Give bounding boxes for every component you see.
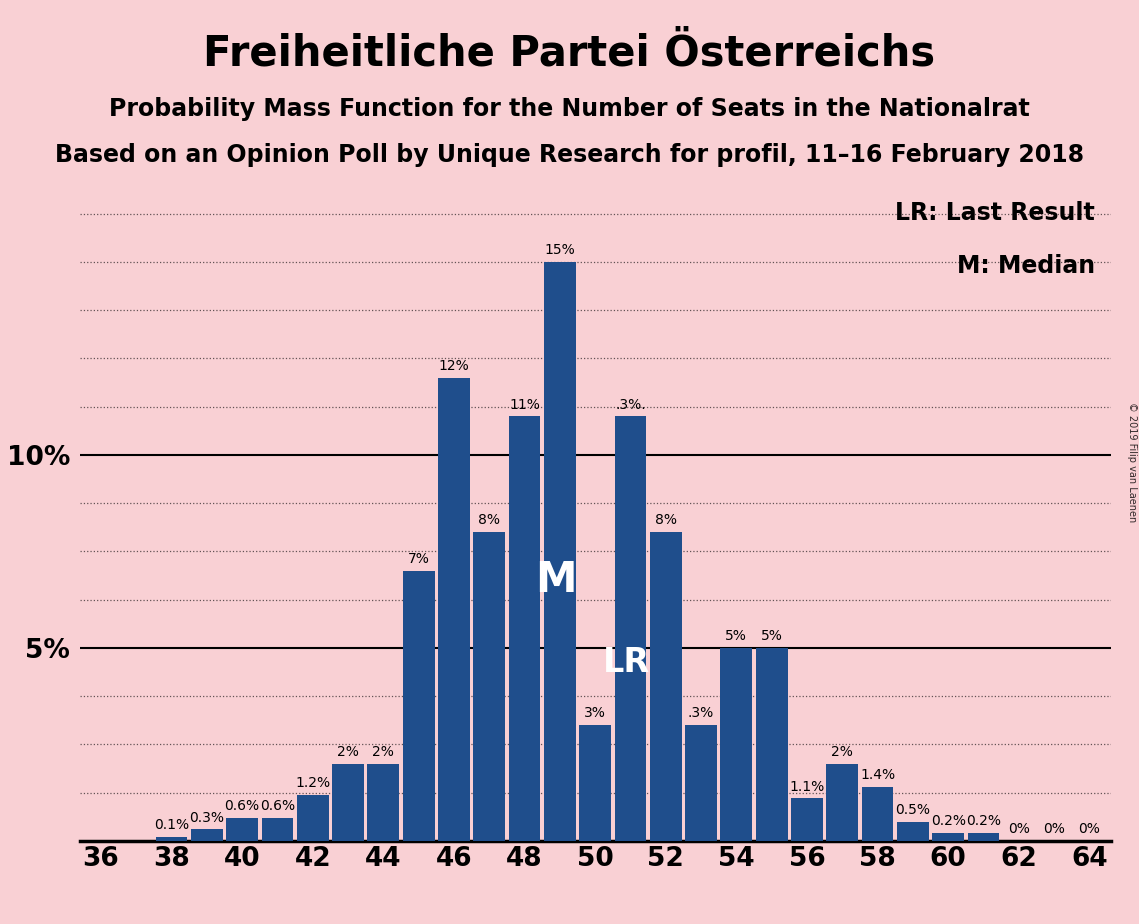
Text: M: Median: M: Median: [957, 254, 1095, 278]
Bar: [861, 787, 893, 841]
Bar: [967, 833, 999, 841]
Text: © 2019 Filip van Laenen: © 2019 Filip van Laenen: [1126, 402, 1137, 522]
Text: 12%: 12%: [439, 359, 469, 373]
Text: 5%: 5%: [761, 629, 782, 643]
Text: 3%: 3%: [584, 707, 606, 721]
Text: 2%: 2%: [337, 745, 359, 759]
Text: 11%: 11%: [509, 397, 540, 412]
Text: 2%: 2%: [372, 745, 394, 759]
Text: 0%: 0%: [1079, 822, 1100, 836]
Text: Probability Mass Function for the Number of Seats in the Nationalrat: Probability Mass Function for the Number…: [109, 97, 1030, 121]
Text: 0.2%: 0.2%: [931, 814, 966, 829]
Bar: [721, 648, 752, 841]
Text: 1.4%: 1.4%: [860, 768, 895, 783]
Text: Freiheitliche Partei Österreichs: Freiheitliche Partei Österreichs: [204, 32, 935, 74]
Text: 0.2%: 0.2%: [966, 814, 1001, 829]
Text: M: M: [535, 559, 577, 602]
Text: .3%.: .3%.: [615, 397, 646, 412]
Bar: [792, 798, 822, 841]
Text: .3%: .3%: [688, 707, 714, 721]
Text: 2%: 2%: [831, 745, 853, 759]
Bar: [896, 821, 928, 841]
Text: Based on an Opinion Poll by Unique Research for profil, 11–16 February 2018: Based on an Opinion Poll by Unique Resea…: [55, 143, 1084, 167]
Text: 1.1%: 1.1%: [789, 780, 825, 794]
Text: 0%: 0%: [1008, 822, 1030, 836]
Bar: [297, 795, 329, 841]
Bar: [227, 818, 259, 841]
Bar: [262, 818, 294, 841]
Bar: [368, 763, 399, 841]
Bar: [156, 837, 188, 841]
Bar: [403, 571, 434, 841]
Text: 0.6%: 0.6%: [224, 799, 260, 813]
Text: 1.2%: 1.2%: [295, 776, 330, 790]
Text: 0.3%: 0.3%: [189, 810, 224, 824]
Text: 0.1%: 0.1%: [154, 819, 189, 833]
Text: LR: Last Result: LR: Last Result: [895, 201, 1095, 225]
Bar: [580, 725, 611, 841]
Text: 7%: 7%: [408, 552, 429, 566]
Text: LR: LR: [604, 646, 650, 679]
Bar: [827, 763, 858, 841]
Bar: [333, 763, 363, 841]
Bar: [191, 829, 223, 841]
Bar: [439, 378, 469, 841]
Bar: [756, 648, 787, 841]
Bar: [932, 833, 964, 841]
Bar: [509, 417, 540, 841]
Text: 0%: 0%: [1043, 822, 1065, 836]
Text: 5%: 5%: [726, 629, 747, 643]
Bar: [650, 532, 681, 841]
Text: 15%: 15%: [544, 243, 575, 258]
Text: 0.6%: 0.6%: [260, 799, 295, 813]
Text: 8%: 8%: [655, 514, 677, 528]
Text: 0.5%: 0.5%: [895, 803, 931, 817]
Bar: [615, 417, 646, 841]
Bar: [686, 725, 716, 841]
Text: 8%: 8%: [478, 514, 500, 528]
Bar: [474, 532, 505, 841]
Bar: [544, 262, 575, 841]
